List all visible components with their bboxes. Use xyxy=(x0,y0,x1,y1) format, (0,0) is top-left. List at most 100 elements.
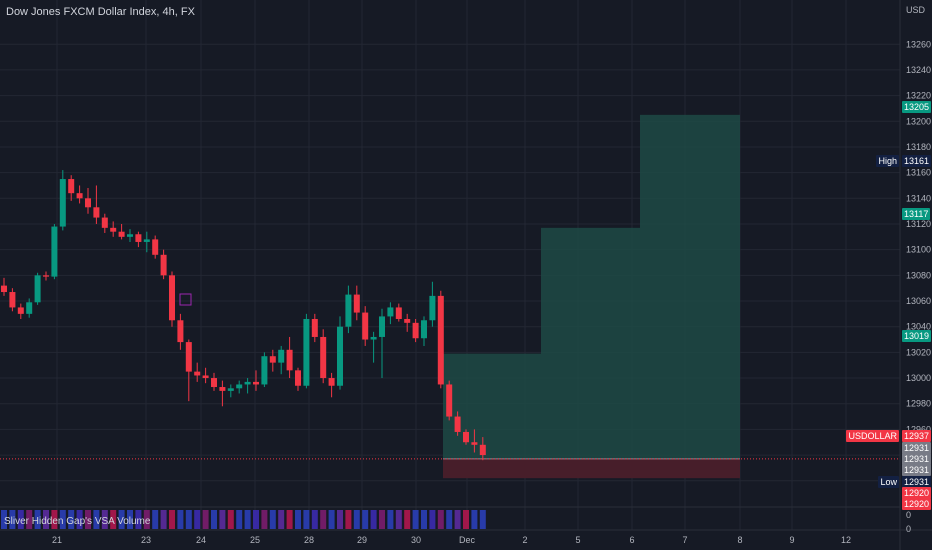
time-axis[interactable]: 21 23 24 25 28 29 30 Dec 2 5 6 7 8 9 12 xyxy=(52,535,851,545)
candle-body xyxy=(1,285,7,293)
candle-body xyxy=(303,318,310,386)
price-tag-label: USDOLLAR xyxy=(846,430,899,442)
volume-bar xyxy=(261,510,268,529)
candle-body xyxy=(177,320,184,343)
candle-body xyxy=(43,275,49,277)
volume-bar xyxy=(43,510,49,529)
price-tag-value: 13019 xyxy=(902,330,932,342)
candle-body xyxy=(269,356,276,363)
volume-bar xyxy=(76,510,83,529)
price-tick-label: 13180 xyxy=(906,142,931,152)
candle-body xyxy=(101,217,108,228)
price-tick-label: 13160 xyxy=(906,168,931,178)
candle-body xyxy=(76,193,83,199)
volume-indicator-label[interactable]: Sliver Hidden Gap's VSA Volume xyxy=(4,516,151,527)
candle-body xyxy=(395,307,402,319)
candle-body xyxy=(421,320,427,339)
volume-bar xyxy=(446,510,453,529)
candle-body xyxy=(68,179,75,194)
candles xyxy=(1,170,486,461)
price-tick-label: 13200 xyxy=(906,116,931,126)
candle-body xyxy=(362,312,369,340)
price-tick-label: 13060 xyxy=(906,296,931,306)
volume-bar xyxy=(236,510,243,529)
volume-bar xyxy=(479,510,486,529)
time-tick-label: 28 xyxy=(304,535,314,545)
price-tick-label: 13240 xyxy=(906,65,931,75)
volume-bar xyxy=(211,510,217,529)
candle-body xyxy=(93,207,100,218)
time-tick-label: Dec xyxy=(459,535,476,545)
volume-bar xyxy=(295,510,301,529)
time-tick-label: 2 xyxy=(522,535,527,545)
candle-body xyxy=(185,342,192,372)
candle-body xyxy=(219,387,226,391)
time-tick-label: 25 xyxy=(250,535,260,545)
volume-bar xyxy=(471,510,478,529)
volume-bar xyxy=(345,510,352,529)
price-tag-value: 12931 xyxy=(902,453,932,465)
price-tick-label: 13100 xyxy=(906,245,931,255)
time-tick-label: 29 xyxy=(357,535,367,545)
price-tag-value: 13205 xyxy=(902,101,932,113)
volume-bar xyxy=(160,510,167,529)
candle-body xyxy=(261,356,268,385)
candle-body xyxy=(9,292,16,308)
volume-bar xyxy=(51,510,58,529)
volume-bar xyxy=(421,510,427,529)
candle-body xyxy=(34,275,41,303)
time-tick-label: 7 xyxy=(682,535,687,545)
time-tick-label: 23 xyxy=(141,535,151,545)
time-tick-label: 12 xyxy=(841,535,851,545)
volume-bar xyxy=(412,510,419,529)
position-zones[interactable] xyxy=(443,114,740,479)
volume-bar xyxy=(59,510,66,529)
volume-bar xyxy=(337,510,343,529)
price-tick-label: 13020 xyxy=(906,347,931,357)
target-zone-1 xyxy=(443,353,541,459)
candle-body xyxy=(311,318,318,337)
volume-bar xyxy=(320,510,327,529)
volume-bar xyxy=(85,510,91,529)
price-tick-label: 13120 xyxy=(906,219,931,229)
volume-bar xyxy=(311,510,318,529)
candle-body xyxy=(286,349,293,371)
volume-bar xyxy=(9,510,16,529)
candle-body xyxy=(118,231,125,237)
price-tick-label: 13260 xyxy=(906,39,931,49)
price-tick-label: 13000 xyxy=(906,373,931,383)
volume-scale-label: 0 xyxy=(906,524,911,534)
volume-bar xyxy=(395,510,402,529)
volume-bar xyxy=(370,510,377,529)
candle-body xyxy=(127,234,133,237)
candle-body xyxy=(337,326,343,386)
candle-body xyxy=(135,234,142,242)
target-zone-2 xyxy=(541,227,640,459)
candle-body xyxy=(471,442,478,445)
price-tag-value: 12920 xyxy=(902,498,932,510)
candle-body xyxy=(236,384,243,389)
candle-body xyxy=(404,318,411,323)
volume-bar xyxy=(286,510,293,529)
volume-bar xyxy=(278,510,285,529)
price-tick-label: 12960 xyxy=(906,424,931,434)
price-tag-value: 13161 xyxy=(902,155,932,167)
candle-body xyxy=(169,275,175,321)
candle-body xyxy=(110,227,117,232)
volume-bar xyxy=(169,510,175,529)
candle-body xyxy=(387,307,394,317)
volume-bar xyxy=(110,510,117,529)
volume-bar xyxy=(219,510,226,529)
volume-bar xyxy=(135,510,142,529)
volume-bar xyxy=(379,510,385,529)
candle-body xyxy=(454,416,461,432)
candle-body xyxy=(412,322,419,339)
volume-bars xyxy=(1,510,486,529)
volume-bar xyxy=(101,510,108,529)
candle-body xyxy=(227,388,234,391)
volume-bar xyxy=(437,510,444,529)
candle-body xyxy=(437,295,444,385)
volume-bar xyxy=(177,510,184,529)
chart-title: Dow Jones FXCM Dollar Index, 4h, FX xyxy=(6,6,195,18)
